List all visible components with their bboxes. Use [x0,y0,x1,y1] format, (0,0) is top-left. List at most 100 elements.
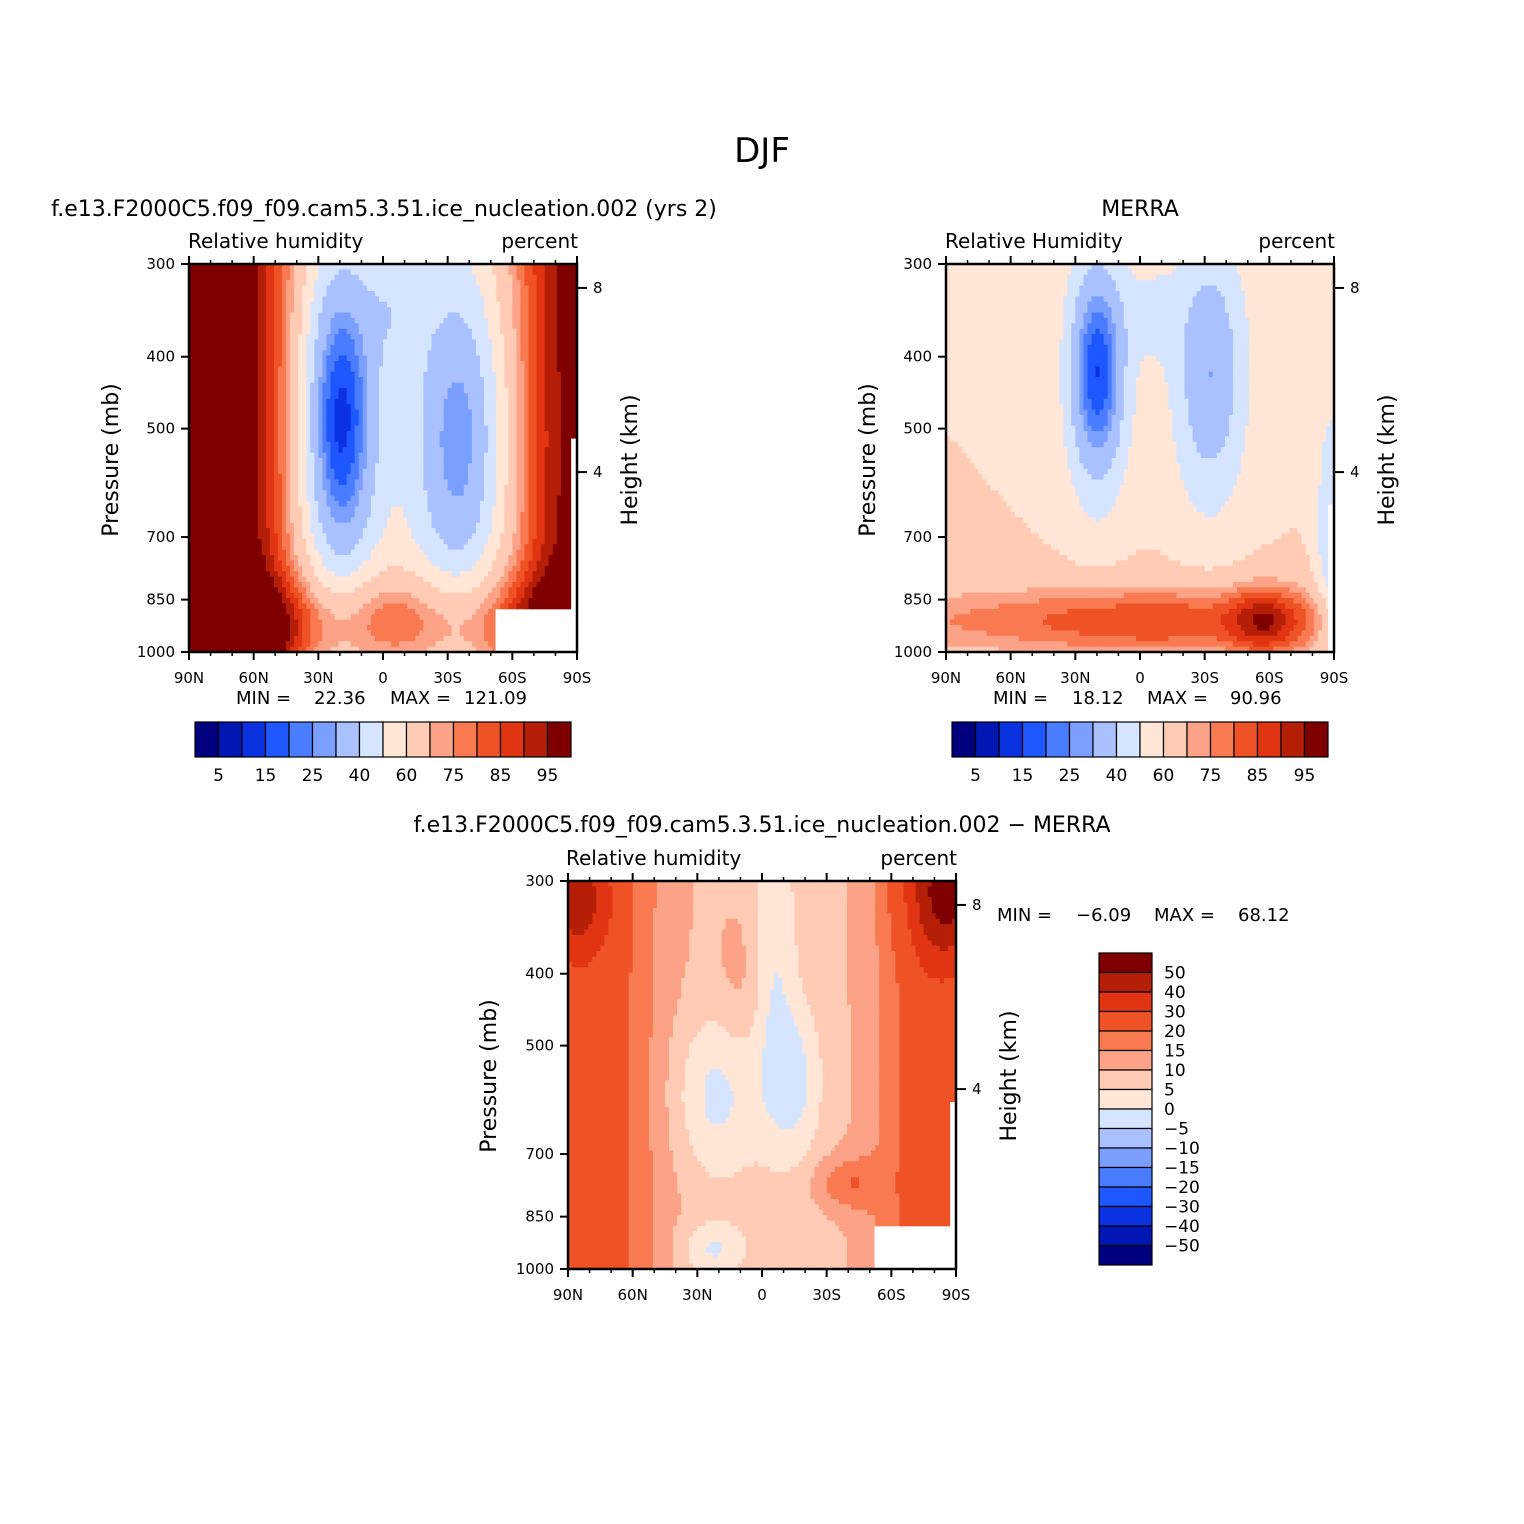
panel-model-cell [471,366,477,373]
panel-model-cell [193,431,198,438]
page-title: DJF [734,131,790,171]
panel-model-cell [197,495,202,502]
panel-model-cell [294,317,299,324]
panel-model-cell [407,441,412,448]
panel-model-cell [261,274,267,281]
panel-model-cell [387,328,392,335]
panel-model-cell [265,458,271,464]
panel-model-cell [564,355,570,362]
panel-model-cell [350,501,356,508]
panel-model-cell [241,495,247,502]
panel-model-cell [378,301,384,308]
panel-model-cell [532,441,538,448]
panel-model-cell [261,484,267,491]
panel-model-cell [431,323,437,330]
panel-model-cell [281,484,287,491]
panel-model-cell [467,339,473,346]
panel-model-cell [459,533,465,540]
panel-model-cell [342,528,348,535]
panel-model-cell [261,517,267,524]
panel-model-cell [330,280,336,287]
panel-model-cell [342,264,348,270]
panel-model-cell [281,274,287,281]
panel-model-cell [213,350,218,357]
panel-model-cell [366,280,372,287]
panel-model-cell [209,463,214,470]
panel-model-cell [564,441,570,448]
panel-model-cell [492,409,497,416]
panel-model-cell [407,458,412,464]
panel-model-cell [443,307,449,314]
panel-model-cell [560,474,566,481]
panel-model-cell [431,501,437,508]
panel-model-cell [277,301,283,308]
panel-model-cell [423,425,429,432]
panel-model-cell [193,528,198,535]
panel-model-cell [423,344,429,351]
panel-model-cell [366,420,372,427]
panel-model-cell [387,339,392,346]
panel-model-cell [572,371,578,378]
panel-model-cell [540,404,546,411]
panel-model-cell [314,479,319,486]
panel-model-cell [302,495,307,502]
panel-model-cell [330,404,336,411]
panel-model-cell [261,344,267,351]
panel-model-cell [544,511,550,518]
panel-model-cell [362,307,368,314]
panel-model-cell [306,387,311,394]
panel-model-cell [556,522,562,529]
panel-model-cell [564,414,570,421]
panel-model-cell [548,431,554,438]
panel-model-cell [286,436,291,443]
panel-model-cell [544,328,550,335]
panel-model-cell [253,517,259,524]
panel-model-cell [346,404,352,411]
panel-model-cell [431,269,437,276]
panel-model-cell [492,366,497,373]
panel-model-cell [407,323,412,330]
panel-model-cell [237,420,243,427]
panel-model-cell [528,511,534,518]
panel-model-cell [484,431,489,438]
panel-model-cell [241,468,247,475]
panel-model-cell [249,431,255,438]
panel-model-cell [334,528,340,535]
panel-model-cell [447,285,453,292]
panel-model-cell [346,264,352,270]
panel-model-cell [427,387,433,394]
panel-model-cell [431,350,437,357]
panel-model-cell [564,533,570,540]
panel-model-cell [269,409,275,416]
panel-model-cell [427,366,433,373]
panel-model-cell [488,441,493,448]
panel-model-cell [467,290,473,297]
panel-model-cell [201,366,206,373]
panel-model-cell [447,468,453,475]
panel-model-cell [330,361,336,367]
panel-model-cell [350,436,356,443]
panel-model-cell [467,506,473,513]
panel-model-cell [205,484,210,491]
panel-model-cell [552,296,558,303]
panel-model-cell [310,387,315,394]
panel-model-cell [193,495,198,502]
panel-model-cell [330,468,336,475]
panel-model-cell [189,468,194,475]
panel-model-cell [338,420,344,427]
panel-model-cell [564,522,570,529]
panel-model-cell [451,441,457,448]
panel-model-cell [484,361,489,367]
panel-model-cell [334,452,340,459]
panel-model-cell [516,328,522,335]
panel-model-cell [467,511,473,518]
panel-model-cell [217,344,222,351]
panel-model-cell [451,463,457,470]
panel-model-cell [387,447,392,454]
panel-model-cell [492,371,497,378]
panel-model-cell [209,371,214,378]
panel-model-cell [370,350,376,357]
panel-model-cell [484,458,489,464]
panel-model-cell [322,301,328,308]
panel-model-cell [225,533,231,540]
